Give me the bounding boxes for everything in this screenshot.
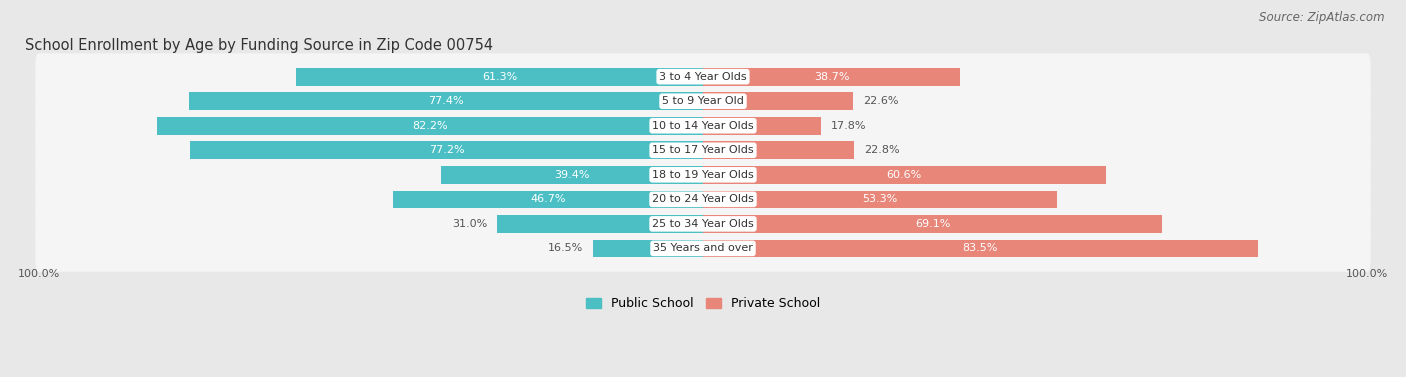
Text: 69.1%: 69.1%: [915, 219, 950, 229]
Text: 31.0%: 31.0%: [451, 219, 486, 229]
Text: 83.5%: 83.5%: [963, 244, 998, 253]
FancyBboxPatch shape: [35, 225, 1371, 272]
FancyBboxPatch shape: [35, 152, 1371, 198]
Bar: [703, 92, 853, 110]
Bar: [441, 166, 703, 184]
Bar: [703, 215, 1161, 233]
Bar: [703, 117, 821, 135]
Legend: Public School, Private School: Public School, Private School: [581, 292, 825, 315]
Text: 3 to 4 Year Olds: 3 to 4 Year Olds: [659, 72, 747, 82]
FancyBboxPatch shape: [35, 127, 1371, 173]
Text: 82.2%: 82.2%: [412, 121, 447, 131]
FancyBboxPatch shape: [35, 103, 1371, 149]
Text: 77.2%: 77.2%: [429, 145, 464, 155]
Text: 25 to 34 Year Olds: 25 to 34 Year Olds: [652, 219, 754, 229]
Text: 22.8%: 22.8%: [865, 145, 900, 155]
Text: 10 to 14 Year Olds: 10 to 14 Year Olds: [652, 121, 754, 131]
Bar: [703, 239, 1258, 257]
Text: 22.6%: 22.6%: [863, 96, 898, 106]
Text: 77.4%: 77.4%: [427, 96, 464, 106]
Text: 61.3%: 61.3%: [482, 72, 517, 82]
Text: 5 to 9 Year Old: 5 to 9 Year Old: [662, 96, 744, 106]
Bar: [703, 166, 1105, 184]
Bar: [703, 68, 960, 86]
Text: 38.7%: 38.7%: [814, 72, 849, 82]
Bar: [157, 117, 703, 135]
FancyBboxPatch shape: [35, 78, 1371, 124]
Bar: [498, 215, 703, 233]
FancyBboxPatch shape: [35, 54, 1371, 100]
Text: 15 to 17 Year Olds: 15 to 17 Year Olds: [652, 145, 754, 155]
Text: 39.4%: 39.4%: [554, 170, 591, 180]
Text: 60.6%: 60.6%: [887, 170, 922, 180]
Text: 46.7%: 46.7%: [530, 194, 565, 204]
Bar: [190, 141, 703, 159]
Text: 16.5%: 16.5%: [548, 244, 583, 253]
Text: 35 Years and over: 35 Years and over: [652, 244, 754, 253]
Bar: [703, 190, 1057, 208]
Text: 53.3%: 53.3%: [862, 194, 897, 204]
Text: School Enrollment by Age by Funding Source in Zip Code 00754: School Enrollment by Age by Funding Sour…: [25, 38, 494, 53]
Text: 18 to 19 Year Olds: 18 to 19 Year Olds: [652, 170, 754, 180]
Text: 20 to 24 Year Olds: 20 to 24 Year Olds: [652, 194, 754, 204]
Bar: [295, 68, 703, 86]
Text: 17.8%: 17.8%: [831, 121, 866, 131]
Bar: [392, 190, 703, 208]
Bar: [703, 141, 855, 159]
FancyBboxPatch shape: [35, 176, 1371, 223]
Text: Source: ZipAtlas.com: Source: ZipAtlas.com: [1260, 11, 1385, 24]
Bar: [593, 239, 703, 257]
FancyBboxPatch shape: [35, 201, 1371, 247]
Bar: [188, 92, 703, 110]
